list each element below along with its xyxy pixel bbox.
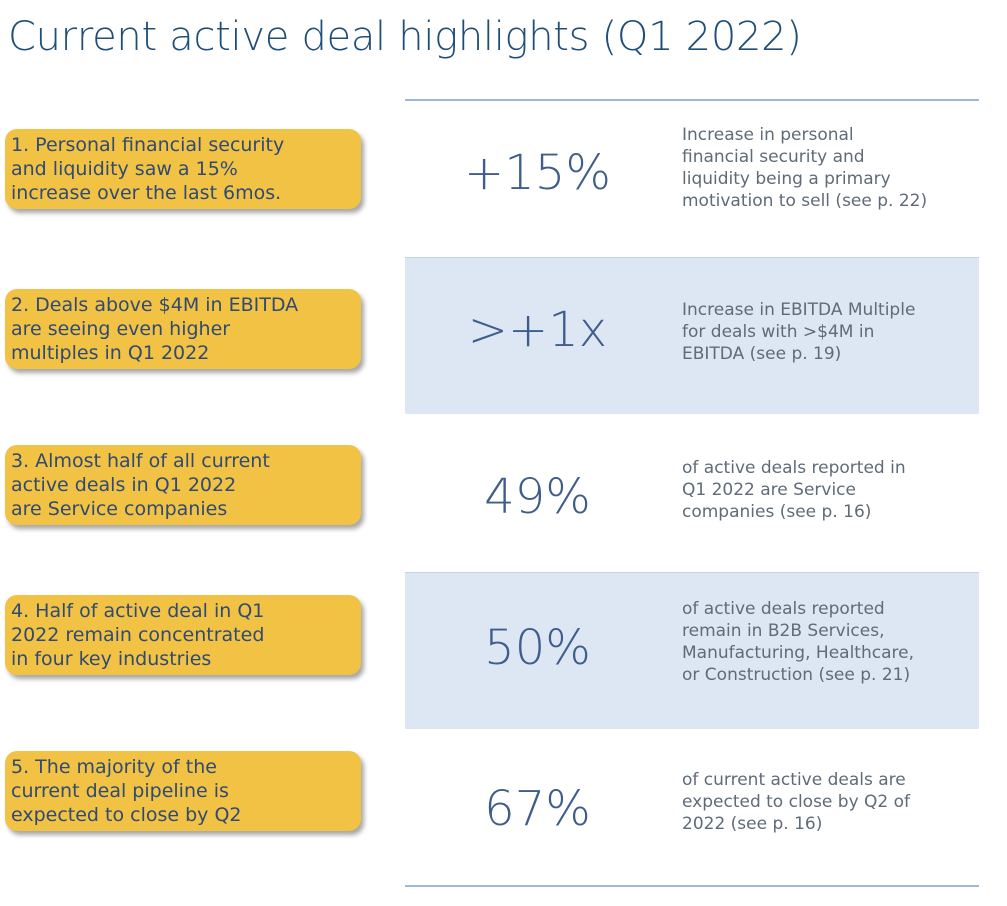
row-band-line-4 [405,572,979,573]
metric-value-2: >+1x [467,302,608,358]
metric-description-5: of current active deals are expected to … [682,770,911,834]
metric-description-2: Increase in EBITDA Multiple for deals wi… [682,300,916,364]
metric-description-1: Increase in personal financial security … [682,125,928,211]
metric-value-3: 49% [484,469,591,525]
callout-text-1: 1. Personal financial security and liqui… [11,134,285,204]
row-band-line-2 [405,257,979,258]
callout-text-3: 3. Almost half of all current active dea… [11,450,270,520]
bottom-divider [405,885,979,887]
callout-box-3: 3. Almost half of all current active dea… [5,445,361,525]
highlight-row-2: 2. Deals above $4M in EBITDA are seeing … [0,257,1007,414]
highlight-row-5: 5. The majority of the current deal pipe… [0,729,1007,885]
highlight-row-1: 1. Personal financial security and liqui… [0,101,1007,257]
row-band-4 [405,572,979,729]
page-title: Current active deal highlights (Q1 2022) [8,14,802,60]
row-band-2 [405,257,979,414]
callout-box-2: 2. Deals above $4M in EBITDA are seeing … [5,289,361,369]
callout-text-2: 2. Deals above $4M in EBITDA are seeing … [11,294,299,364]
highlight-row-4: 4. Half of active deal in Q1 2022 remain… [0,572,1007,729]
metric-description-3: of active deals reported in Q1 2022 are … [682,458,906,522]
metric-value-4: 50% [484,620,591,676]
callout-text-5: 5. The majority of the current deal pipe… [11,756,242,826]
callout-text-4: 4. Half of active deal in Q1 2022 remain… [11,600,265,670]
top-divider [405,99,979,101]
metric-description-4: of active deals reported remain in B2B S… [682,599,914,685]
metric-value-1: +15% [464,145,611,201]
metric-value-5: 67% [484,781,591,837]
callout-box-1: 1. Personal financial security and liqui… [5,129,361,209]
callout-box-4: 4. Half of active deal in Q1 2022 remain… [5,595,361,675]
callout-box-5: 5. The majority of the current deal pipe… [5,751,361,831]
highlight-row-3: 3. Almost half of all current active dea… [0,414,1007,572]
